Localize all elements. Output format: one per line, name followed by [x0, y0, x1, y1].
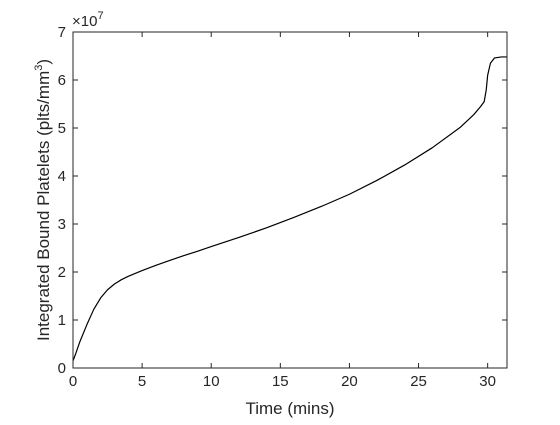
- x-tick-label: 30: [479, 373, 496, 390]
- x-tick-label: 25: [410, 373, 427, 390]
- y-axis-title-close: ): [34, 59, 53, 65]
- y-scale-factor: ×107: [72, 10, 104, 30]
- series-line: [72, 56, 507, 362]
- y-tick-label: 3: [58, 216, 66, 233]
- x-tick-label: 0: [69, 373, 77, 390]
- x-axis-title: Time (mins): [245, 399, 334, 418]
- y-tick-label: 4: [58, 168, 66, 185]
- axes-box: [72, 31, 508, 369]
- y-tick-label: 5: [58, 120, 66, 137]
- y-tick-label: 7: [58, 24, 66, 41]
- y-axis-title: Integrated Bound Platelets (plts/mm3): [33, 59, 53, 341]
- series-layer: [72, 56, 507, 362]
- y-scale-factor-exponent: 7: [97, 10, 103, 22]
- y-tick-label: 0: [58, 360, 66, 377]
- x-tick-label: 15: [272, 373, 289, 390]
- y-tick-label: 6: [58, 72, 66, 89]
- y-axis: 0 1 2 3 4 5 6 7: [58, 24, 507, 377]
- y-axis-title-superscript: 3: [33, 65, 45, 71]
- y-tick-label: 1: [58, 312, 66, 329]
- x-tick-label: 5: [138, 373, 146, 390]
- x-tick-label: 20: [341, 373, 358, 390]
- x-tick-label: 10: [203, 373, 220, 390]
- y-scale-factor-base: ×10: [72, 13, 97, 30]
- y-axis-title-main: Integrated Bound Platelets (plts/mm: [34, 71, 53, 341]
- y-tick-label: 2: [58, 264, 66, 281]
- x-axis: 0 5 10 15 20 25 30: [69, 32, 496, 390]
- plot-area: [73, 32, 507, 368]
